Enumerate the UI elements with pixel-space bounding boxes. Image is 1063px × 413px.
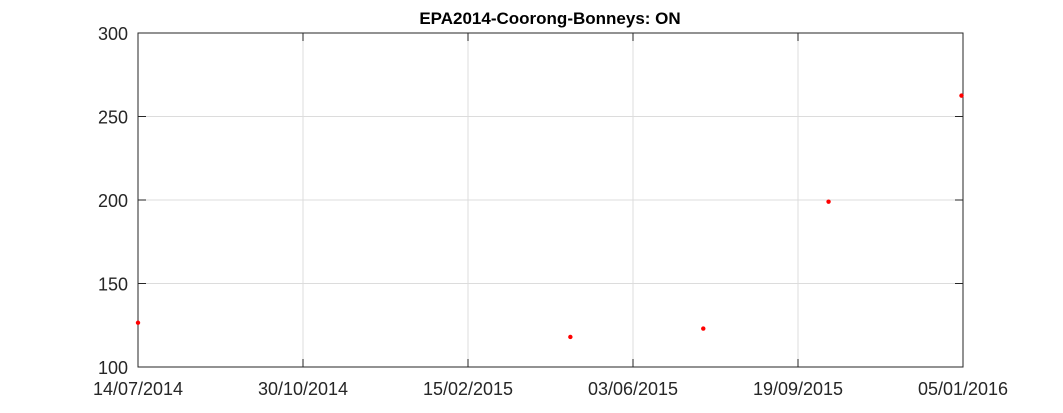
y-tick-label: 300	[98, 24, 128, 44]
x-tick-label: 30/10/2014	[258, 379, 348, 399]
x-tick-label: 05/01/2016	[918, 379, 1008, 399]
x-tick-label: 03/06/2015	[588, 379, 678, 399]
data-point	[568, 334, 573, 340]
y-tick-label: 250	[98, 108, 128, 128]
x-tick-label: 15/02/2015	[423, 379, 513, 399]
tick-labels: 14/07/2014 30/10/2014 15/02/2015 03/06/2015…	[93, 24, 1008, 399]
chart-title: EPA2014-Coorong-Bonneys: ON	[419, 9, 680, 28]
y-tick-label: 100	[98, 358, 128, 378]
grid	[138, 33, 963, 367]
data-points	[135, 93, 964, 340]
x-tick-label: 19/09/2015	[753, 379, 843, 399]
data-point	[701, 326, 706, 331]
x-tick-label: 14/07/2014	[93, 379, 183, 399]
data-point	[826, 199, 831, 204]
y-tick-label: 200	[98, 191, 128, 211]
data-point	[959, 93, 964, 98]
data-point	[135, 320, 141, 325]
y-tick-label: 150	[98, 275, 128, 295]
axis-ticks	[137, 32, 964, 368]
